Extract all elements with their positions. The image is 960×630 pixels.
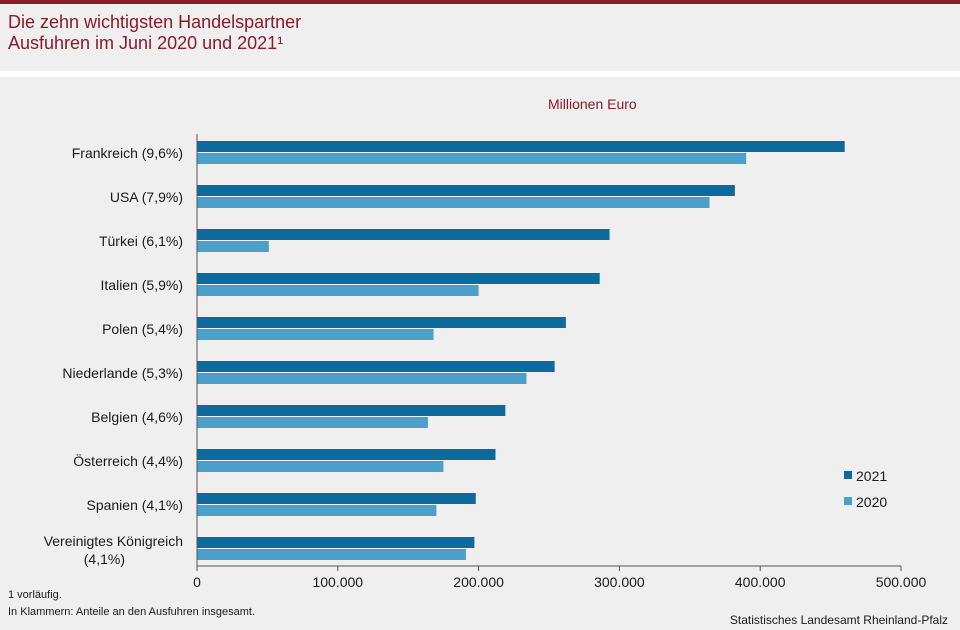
category-label: Frankreich (9,6%)	[72, 145, 183, 161]
x-tick-label: 300.000	[594, 574, 645, 590]
category-label: Spanien (4,1%)	[86, 497, 183, 513]
bar-2020	[197, 329, 434, 340]
unit-label: Millionen Euro	[548, 96, 637, 112]
legend-swatch-2021	[844, 471, 852, 479]
bar-2020	[197, 461, 444, 472]
bar-2020	[197, 153, 747, 164]
x-tick-label: 200.000	[453, 574, 504, 590]
category-label: Polen (5,4%)	[102, 321, 183, 337]
bar-2020	[197, 373, 527, 384]
category-label: Italien (5,9%)	[101, 277, 183, 293]
legend-swatch-2020	[844, 497, 852, 505]
bar-2020	[197, 549, 466, 560]
legend-label-2021: 2021	[856, 468, 887, 484]
source-label: Statistisches Landesamt Rheinland-Pfalz	[729, 613, 948, 627]
bar-2021	[197, 185, 735, 196]
category-label: Türkei (6,1%)	[99, 233, 183, 249]
title-separator	[0, 71, 960, 77]
bar-2021	[197, 361, 555, 372]
category-label: Niederlande (5,3%)	[62, 365, 183, 381]
x-tick-label: 100.000	[312, 574, 363, 590]
x-tick-label: 400.000	[735, 574, 786, 590]
footnote-shares: In Klammern: Anteile an den Ausfuhren in…	[8, 606, 256, 618]
bar-2021	[197, 229, 610, 240]
bar-2021	[197, 449, 496, 460]
x-tick-label: 500.000	[876, 574, 927, 590]
x-tick-label: 0	[193, 574, 201, 590]
bar-2021	[197, 405, 506, 416]
category-label: USA (7,9%)	[110, 189, 183, 205]
bar-2021	[197, 493, 476, 504]
top-accent-bar	[0, 0, 960, 4]
bar-2020	[197, 285, 479, 296]
bar-2020	[197, 417, 428, 428]
bar-2020	[197, 241, 269, 252]
bar-2021	[197, 317, 566, 328]
bar-2021	[197, 537, 475, 548]
category-label: Vereinigtes Königreich (4,1%)	[44, 533, 183, 567]
bar-2021	[197, 273, 600, 284]
bar-2020	[197, 197, 710, 208]
footnote-preliminary: 1 vorläufig.	[8, 589, 62, 601]
category-label: Österreich (4,4%)	[73, 452, 183, 469]
title-line-2: Ausfuhren im Juni 2020 und 2021¹	[8, 33, 284, 53]
legend-label-2020: 2020	[856, 494, 887, 510]
bar-2021	[197, 141, 845, 152]
category-label: Belgien (4,6%)	[91, 409, 183, 425]
chart-title: Die zehn wichtigsten Handelspartner Ausf…	[8, 12, 301, 54]
bar-2020	[197, 505, 437, 516]
title-line-1: Die zehn wichtigsten Handelspartner	[8, 12, 302, 32]
